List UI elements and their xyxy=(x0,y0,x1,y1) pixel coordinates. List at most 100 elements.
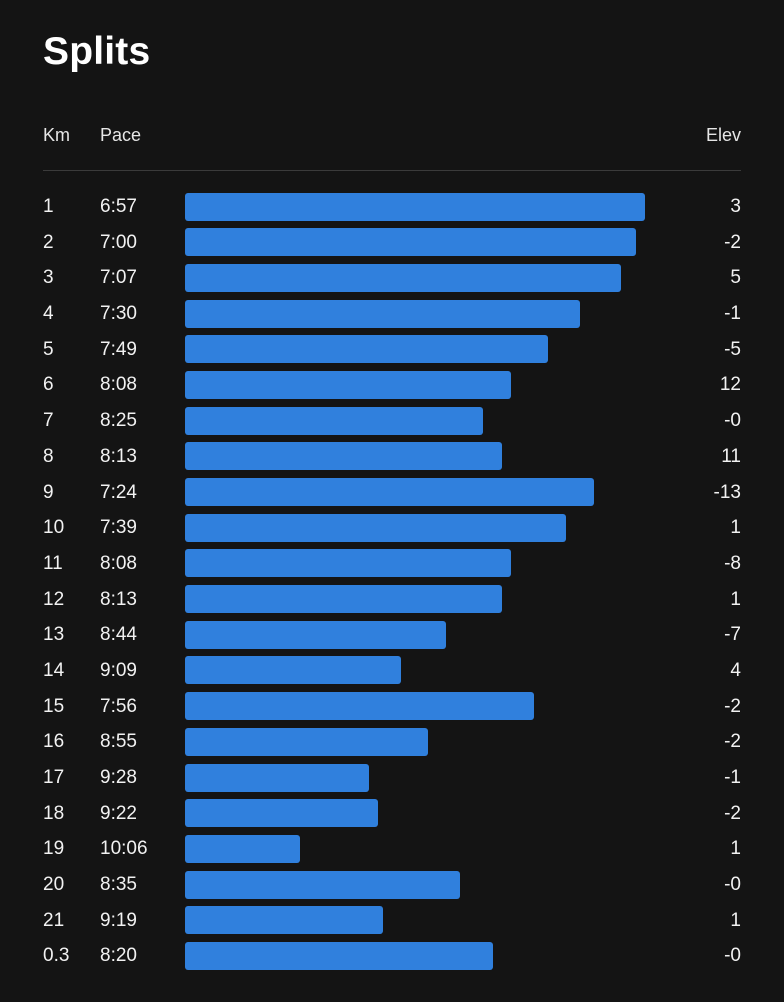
splits-table-header: Km Pace Elev xyxy=(0,122,784,148)
split-elev: 11 xyxy=(721,445,741,467)
split-km: 0.3 xyxy=(43,945,70,967)
split-pace-bar xyxy=(185,727,428,756)
split-elev: -1 xyxy=(724,767,741,788)
split-pace-bar xyxy=(185,620,446,649)
split-pace: 8:55 xyxy=(100,731,137,753)
split-pace: 8:25 xyxy=(100,410,137,432)
split-pace-bar xyxy=(185,335,548,364)
column-header-km: Km xyxy=(43,125,70,145)
split-pace-bar xyxy=(185,692,534,721)
split-pace: 8:35 xyxy=(100,874,137,896)
split-pace-bar xyxy=(185,799,378,828)
split-row: 21 9:19 1 xyxy=(0,903,784,939)
split-elev: -5 xyxy=(724,338,741,360)
split-pace: 7:30 xyxy=(100,303,137,325)
split-elev: 1 xyxy=(730,909,741,931)
split-pace: 7:49 xyxy=(100,338,137,360)
split-pace-bar xyxy=(185,941,493,970)
split-pace-bar xyxy=(185,585,502,614)
splits-list: 1 6:57 3 2 7:00 -2 3 7:07 5 4 7:30 -1 5 7:49 -5 6 8:08 12… xyxy=(0,189,784,974)
split-km: 19 xyxy=(43,838,65,860)
split-pace-bar xyxy=(185,870,460,899)
split-km: 1 xyxy=(43,196,54,217)
split-row: 12 8:13 1 xyxy=(0,582,784,618)
split-pace-bar xyxy=(185,263,621,292)
split-pace: 7:56 xyxy=(100,695,137,717)
split-pace: 7:39 xyxy=(100,517,137,539)
split-pace-bar xyxy=(185,299,580,328)
split-elev: -0 xyxy=(724,874,741,896)
split-row: 15 7:56 -2 xyxy=(0,689,784,725)
split-pace-bar xyxy=(185,370,511,399)
split-km: 2 xyxy=(43,231,54,253)
split-row: 20 8:35 -0 xyxy=(0,867,784,903)
split-row: 8 8:13 11 xyxy=(0,439,784,475)
split-pace-bar xyxy=(185,442,502,471)
split-km: 11 xyxy=(43,552,63,574)
split-row: 5 7:49 -5 xyxy=(0,332,784,368)
split-row: 1 6:57 3 xyxy=(0,189,784,225)
split-km: 10 xyxy=(43,517,65,539)
split-km: 20 xyxy=(43,874,65,896)
split-elev: -0 xyxy=(724,945,741,967)
split-km: 15 xyxy=(43,695,65,717)
split-pace-bar xyxy=(185,478,594,506)
split-row: 0.3 8:20 -0 xyxy=(0,938,784,974)
split-elev: -2 xyxy=(724,231,741,253)
split-elev: -2 xyxy=(724,802,741,824)
split-km: 16 xyxy=(43,731,65,753)
split-pace: 6:57 xyxy=(100,196,137,217)
split-row: 16 8:55 -2 xyxy=(0,724,784,760)
split-pace-bar xyxy=(185,656,401,685)
split-row: 18 9:22 -2 xyxy=(0,796,784,832)
split-pace-bar xyxy=(185,513,566,542)
split-km: 5 xyxy=(43,338,54,360)
split-pace: 7:00 xyxy=(100,231,137,253)
split-row: 6 8:08 12 xyxy=(0,367,784,403)
split-pace-bar xyxy=(185,906,383,935)
split-row: 19 10:06 1 xyxy=(0,831,784,867)
split-pace: 8:08 xyxy=(100,374,137,396)
page-title: Splits xyxy=(43,30,151,73)
split-pace-bar xyxy=(185,763,369,792)
split-row: 17 9:28 -1 xyxy=(0,760,784,796)
split-elev: 5 xyxy=(730,267,741,289)
split-pace-bar xyxy=(185,549,511,578)
split-pace: 9:22 xyxy=(100,802,137,824)
split-km: 13 xyxy=(43,624,65,646)
split-pace: 8:13 xyxy=(100,445,137,467)
header-divider xyxy=(43,170,741,171)
split-pace: 7:24 xyxy=(100,481,137,503)
split-elev: -8 xyxy=(724,552,741,574)
split-km: 9 xyxy=(43,481,54,503)
split-elev: -0 xyxy=(724,410,741,432)
split-pace: 10:06 xyxy=(100,838,148,860)
split-elev: 12 xyxy=(719,374,741,396)
split-row: 10 7:39 1 xyxy=(0,510,784,546)
split-row: 3 7:07 5 xyxy=(0,260,784,296)
split-km: 12 xyxy=(43,588,65,610)
split-km: 3 xyxy=(43,267,54,289)
split-km: 8 xyxy=(43,445,54,467)
split-row: 9 7:24 -13 xyxy=(0,475,784,511)
split-elev: -2 xyxy=(724,695,741,717)
split-pace-bar xyxy=(185,834,300,863)
split-elev: -13 xyxy=(713,481,741,503)
split-row: 14 9:09 4 xyxy=(0,653,784,689)
split-pace: 9:09 xyxy=(100,659,137,681)
split-elev: -2 xyxy=(724,731,741,753)
split-pace-bar xyxy=(185,192,645,221)
split-pace-bar xyxy=(185,228,636,257)
split-row: 7 8:25 -0 xyxy=(0,403,784,439)
split-pace: 8:44 xyxy=(100,624,137,646)
split-pace: 7:07 xyxy=(100,267,137,289)
split-pace: 9:28 xyxy=(100,767,137,788)
split-row: 11 8:08 -8 xyxy=(0,546,784,582)
split-km: 21 xyxy=(43,909,65,931)
split-km: 14 xyxy=(43,659,65,681)
split-elev: 1 xyxy=(730,517,741,539)
split-pace: 8:08 xyxy=(100,552,137,574)
split-km: 7 xyxy=(43,410,54,432)
split-row: 2 7:00 -2 xyxy=(0,225,784,261)
split-elev: 1 xyxy=(730,588,741,610)
